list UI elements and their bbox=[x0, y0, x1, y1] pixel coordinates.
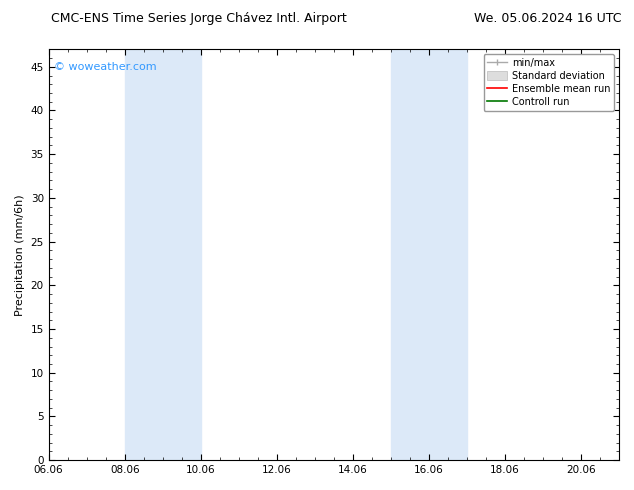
Bar bbox=[391, 49, 467, 460]
Text: CMC-ENS Time Series Jorge Chávez Intl. Airport: CMC-ENS Time Series Jorge Chávez Intl. A… bbox=[51, 12, 346, 25]
Legend: min/max, Standard deviation, Ensemble mean run, Controll run: min/max, Standard deviation, Ensemble me… bbox=[484, 54, 614, 111]
Y-axis label: Precipitation (mm/6h): Precipitation (mm/6h) bbox=[15, 194, 25, 316]
Text: © woweather.com: © woweather.com bbox=[55, 62, 157, 72]
Text: We. 05.06.2024 16 UTC: We. 05.06.2024 16 UTC bbox=[474, 12, 621, 25]
Bar bbox=[125, 49, 201, 460]
